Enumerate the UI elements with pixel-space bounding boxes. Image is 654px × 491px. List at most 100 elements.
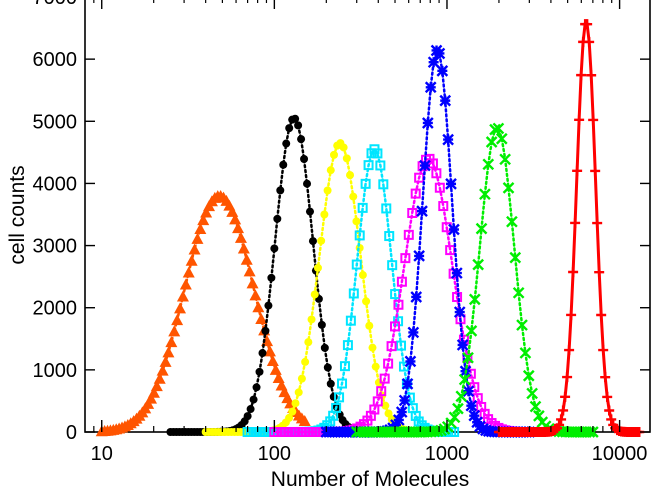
series-5-point-37 xyxy=(427,56,440,69)
y-tick-label-0: 0 xyxy=(66,422,77,444)
series-1-point-35 xyxy=(270,244,279,253)
series-0-point-53 xyxy=(249,289,262,301)
series-5 xyxy=(320,44,536,438)
series-1-point-53 xyxy=(323,363,332,372)
series-1-point-44 xyxy=(297,135,306,144)
series-6-point-37 xyxy=(475,222,488,235)
series-0-point-48 xyxy=(234,231,247,243)
series-1-point-32 xyxy=(261,326,270,335)
series-1-point-26 xyxy=(243,412,252,421)
series-2-point-43 xyxy=(339,143,348,152)
series-0-point-18 xyxy=(147,386,160,398)
series-6-point-50 xyxy=(519,347,532,359)
series-0-point-70 xyxy=(298,414,311,426)
series-6-point-33 xyxy=(462,351,474,364)
series-1-point-48 xyxy=(308,237,317,246)
series-4-point-53 xyxy=(452,292,463,303)
series-6-point-25 xyxy=(435,424,447,437)
series-5-point-34 xyxy=(419,159,431,172)
series-4-point-32 xyxy=(379,373,390,384)
series-6-point-42 xyxy=(492,122,505,135)
series-0-point-49 xyxy=(237,242,250,254)
ticks-layer: 0 1000 2000 3000 4000 5000 6000 7000 10 100 1000 10… xyxy=(33,0,650,465)
series-0-point-25 xyxy=(168,325,181,337)
y-tick-label-4: 4000 xyxy=(33,173,78,195)
series-0-point-22 xyxy=(159,355,172,367)
series-0-point-46 xyxy=(229,213,242,225)
series-1-point-38 xyxy=(279,160,288,169)
series-5-point-43 xyxy=(445,178,457,190)
series-4-point-46 xyxy=(427,158,438,169)
series-3-point-49 xyxy=(387,260,398,271)
series-7-point-33 xyxy=(560,391,571,402)
series-4-point-49 xyxy=(438,201,449,212)
series-1-point-37 xyxy=(276,186,285,195)
series-3-point-33 xyxy=(339,361,350,372)
series-4-point-33 xyxy=(383,358,394,369)
series-6-point-34 xyxy=(465,325,478,337)
series-4-point-38 xyxy=(400,253,411,264)
series-0-point-30 xyxy=(182,266,195,278)
series-7-point-37 xyxy=(568,267,579,278)
series-7-point-45 xyxy=(584,36,595,47)
series-5-point-27 xyxy=(398,394,411,407)
series-2-point-28 xyxy=(291,399,300,408)
series-7-point-30 xyxy=(554,419,565,430)
series-1-point-52 xyxy=(320,343,329,352)
series-1-point-43 xyxy=(294,121,303,130)
series-2-point-52 xyxy=(368,343,377,352)
series-2-point-46 xyxy=(349,192,358,201)
series-1-point-34 xyxy=(267,273,276,282)
series-0-point-47 xyxy=(232,222,245,234)
series-7-point-40 xyxy=(574,114,585,125)
x-tick-label-3: 10000 xyxy=(592,443,648,465)
series-5-point-39 xyxy=(433,47,446,60)
series-2-point-39 xyxy=(326,166,335,175)
series-1-point-33 xyxy=(264,301,273,310)
series-2-point-36 xyxy=(317,236,326,245)
series-0-point-28 xyxy=(176,290,189,302)
series-0-point-17 xyxy=(145,392,158,404)
series-3-point-47 xyxy=(381,203,392,214)
series-2-point-29 xyxy=(294,388,303,397)
series-3-point-40 xyxy=(360,178,371,189)
series-4-point-41 xyxy=(410,188,421,199)
series-1-point-54 xyxy=(326,379,335,388)
series-4-point-39 xyxy=(403,229,414,240)
series-5-point-51 xyxy=(468,409,481,422)
series-0-point-59 xyxy=(266,354,279,366)
x-tick-label-1: 100 xyxy=(258,443,291,465)
series-1-point-47 xyxy=(305,207,314,216)
series-4-point-40 xyxy=(407,207,418,218)
series-2-point-30 xyxy=(297,374,306,383)
series-6-point-43 xyxy=(495,132,508,145)
series-0-point-52 xyxy=(246,277,259,289)
series-1-point-29 xyxy=(252,383,261,392)
series-2-point-31 xyxy=(301,357,310,366)
series-6-point-52 xyxy=(526,387,538,400)
series-5-point-42 xyxy=(442,133,454,146)
series-5-point-25 xyxy=(392,414,405,426)
series-7-line xyxy=(497,22,641,434)
series-0-point-32 xyxy=(188,243,201,255)
series-0 xyxy=(95,190,311,437)
series-2-point-26 xyxy=(285,413,294,422)
series-3-point-30 xyxy=(331,402,342,413)
series-0-point-36 xyxy=(200,206,213,218)
series-1-point-46 xyxy=(303,179,312,188)
series-1-point-40 xyxy=(285,124,294,133)
series-2-point-44 xyxy=(342,154,351,163)
series-3-point-53 xyxy=(398,361,409,372)
series-0-point-60 xyxy=(269,363,282,375)
series-5-point-24 xyxy=(390,419,402,431)
series-3-point-70 xyxy=(449,426,460,437)
series-5-point-44 xyxy=(448,223,460,236)
series-6-point-32 xyxy=(458,373,471,386)
series-3-point-46 xyxy=(378,179,389,190)
series-6-point-38 xyxy=(479,188,491,201)
series-2-point-51 xyxy=(365,321,374,330)
series-0-point-35 xyxy=(197,214,210,226)
series-5-point-29 xyxy=(404,355,417,368)
y-tick-label-5: 5000 xyxy=(33,111,78,133)
